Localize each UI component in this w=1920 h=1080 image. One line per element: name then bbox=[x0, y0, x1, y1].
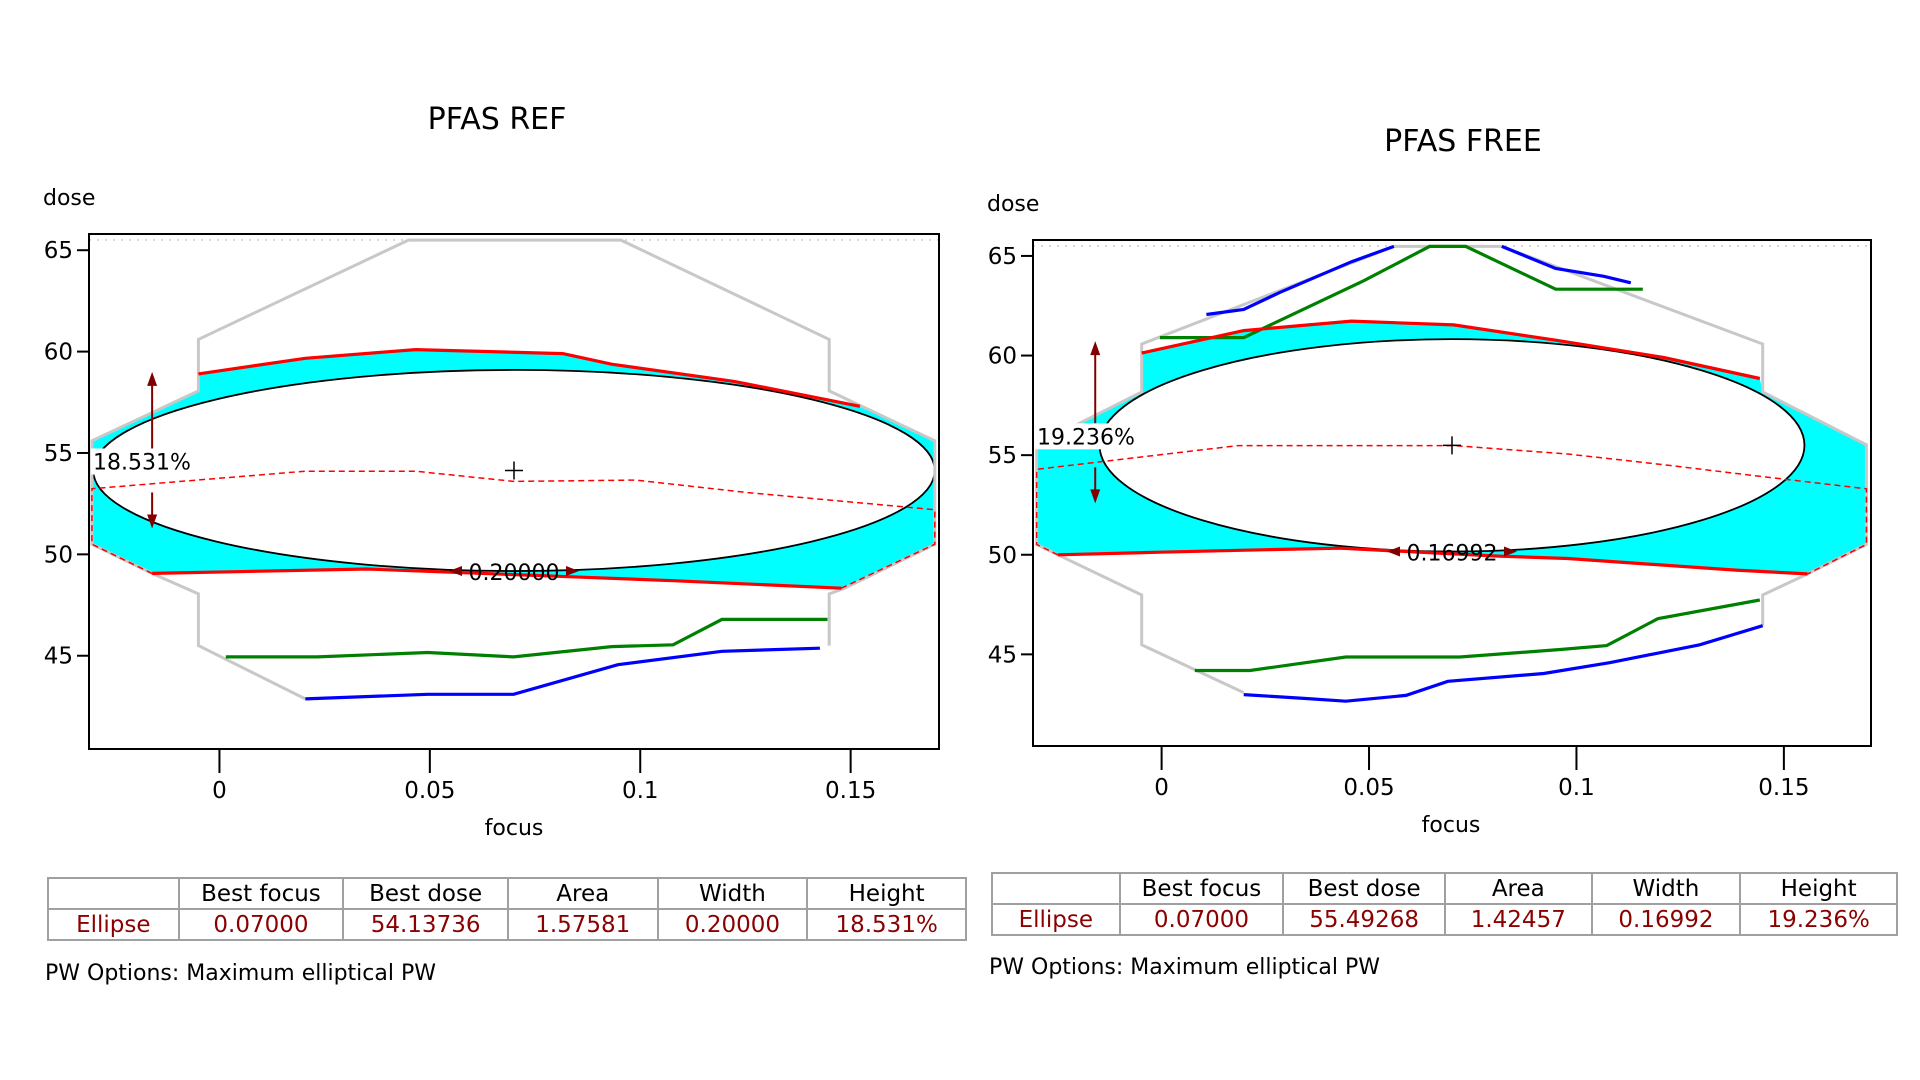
plot-frame bbox=[88, 233, 940, 750]
header-cell: Best focus bbox=[177, 877, 345, 910]
row-label: Ellipse bbox=[47, 908, 180, 941]
pw-options-text: PW Options: Maximum elliptical PW bbox=[45, 961, 436, 986]
series-green-line bbox=[225, 617, 828, 659]
table-row: Ellipse 0.07000 54.13736 1.57581 0.20000… bbox=[47, 908, 967, 941]
y-tick-label: 65 bbox=[988, 244, 1017, 270]
header-cell: Area bbox=[506, 877, 659, 910]
y-tick-label: 60 bbox=[44, 340, 73, 366]
y-tick-label: 45 bbox=[44, 644, 73, 670]
width-label: 0.16992 bbox=[1407, 542, 1498, 567]
y-tick-label: 45 bbox=[988, 642, 1017, 668]
y-tick-label: 50 bbox=[44, 542, 73, 568]
header-cell: Width bbox=[1590, 872, 1742, 905]
best-focus-cell: 0.07000 bbox=[1118, 903, 1285, 936]
header-cell: Best focus bbox=[1118, 872, 1285, 905]
x-tick-label: 0.1 bbox=[1558, 775, 1595, 801]
x-tick-label: 0.15 bbox=[1758, 775, 1809, 801]
row-label: Ellipse bbox=[991, 903, 1121, 936]
best-focus-cell: 0.07000 bbox=[177, 908, 345, 941]
series-blue-upper-line bbox=[1206, 244, 1395, 317]
header-cell: Best dose bbox=[342, 877, 509, 910]
plot-area: 19.236% 0.16992 bbox=[1033, 244, 1871, 703]
header-cell: Width bbox=[656, 877, 809, 910]
header-cell: Best dose bbox=[1282, 872, 1446, 905]
y-tick-label: 60 bbox=[988, 344, 1017, 370]
y-tick-label: 55 bbox=[988, 443, 1017, 469]
series-blue-upper-right-line bbox=[1501, 244, 1632, 285]
plot-area: 18.531% 0.20000 bbox=[89, 238, 939, 701]
height-cell: 19.236% bbox=[1739, 903, 1898, 936]
arrowhead-icon bbox=[1504, 546, 1517, 557]
arrowhead-icon bbox=[449, 566, 462, 577]
center-cross-icon bbox=[1443, 436, 1461, 455]
table-row: Ellipse 0.07000 55.49268 1.42457 0.16992… bbox=[991, 903, 1898, 936]
height-label-bg bbox=[91, 448, 191, 475]
x-tick-label: 0.05 bbox=[404, 778, 455, 804]
x-tick-label: 0 bbox=[212, 778, 227, 804]
x-axis-label: focus bbox=[1421, 813, 1481, 838]
height-label: 18.531% bbox=[93, 450, 191, 475]
series-lower-line bbox=[1057, 546, 1808, 576]
arrowhead-icon bbox=[1090, 489, 1101, 504]
header-cell: Height bbox=[806, 877, 967, 910]
x-tick-label: 0.05 bbox=[1343, 775, 1394, 801]
series-blue-line bbox=[1243, 624, 1764, 703]
x-tick-label: 0.15 bbox=[825, 778, 876, 804]
arrowhead-icon bbox=[1387, 546, 1400, 557]
y-axis-label: dose bbox=[987, 192, 1040, 217]
header-cell: Area bbox=[1443, 872, 1593, 905]
y-tick-label: 50 bbox=[988, 543, 1017, 569]
x-tick-label: 0 bbox=[1154, 775, 1169, 801]
arrowhead-icon bbox=[566, 566, 579, 577]
results-table: Best focus Best dose Area Width Height E… bbox=[991, 872, 1898, 936]
chart-title: PFAS REF bbox=[427, 102, 567, 137]
x-tick-label: 0.1 bbox=[622, 778, 659, 804]
width-cell: 0.20000 bbox=[656, 908, 809, 941]
height-label-bg bbox=[1035, 423, 1135, 450]
area-cell: 1.42457 bbox=[1443, 903, 1593, 936]
series-upper-line bbox=[198, 347, 861, 408]
best-dose-cell: 55.49268 bbox=[1282, 903, 1446, 936]
header-cell bbox=[991, 872, 1121, 905]
center-cross-icon bbox=[505, 461, 523, 480]
best-dose-cell: 54.13736 bbox=[342, 908, 509, 941]
series-center-line bbox=[91, 470, 936, 589]
width-cell: 0.16992 bbox=[1590, 903, 1742, 936]
width-label: 0.20000 bbox=[469, 561, 560, 586]
chart-title: PFAS FREE bbox=[1384, 124, 1542, 159]
height-cell: 18.531% bbox=[806, 908, 967, 941]
series-blue-line bbox=[305, 646, 820, 701]
series-center-line bbox=[1035, 444, 1868, 575]
header-cell bbox=[47, 877, 180, 910]
x-axis-label: focus bbox=[484, 816, 544, 841]
plot-frame bbox=[1032, 239, 1872, 747]
area-cell: 1.57581 bbox=[506, 908, 659, 941]
results-table: Best focus Best dose Area Width Height E… bbox=[47, 877, 967, 941]
series-upper-line bbox=[1141, 319, 1761, 381]
series-green-upper-line bbox=[1159, 244, 1643, 340]
pw-options-text: PW Options: Maximum elliptical PW bbox=[989, 955, 1380, 980]
height-label: 19.236% bbox=[1037, 425, 1135, 450]
table-header-row: Best focus Best dose Area Width Height bbox=[991, 872, 1898, 905]
series-lower-line bbox=[152, 567, 842, 590]
series-green-line bbox=[1194, 598, 1761, 673]
arrowhead-icon bbox=[1090, 341, 1101, 356]
y-tick-label: 65 bbox=[44, 238, 73, 264]
y-axis-label: dose bbox=[43, 186, 96, 211]
header-cell: Height bbox=[1739, 872, 1898, 905]
arrowhead-icon bbox=[147, 514, 158, 529]
arrowhead-icon bbox=[147, 371, 158, 386]
y-tick-label: 55 bbox=[44, 441, 73, 467]
table-header-row: Best focus Best dose Area Width Height bbox=[47, 877, 967, 910]
